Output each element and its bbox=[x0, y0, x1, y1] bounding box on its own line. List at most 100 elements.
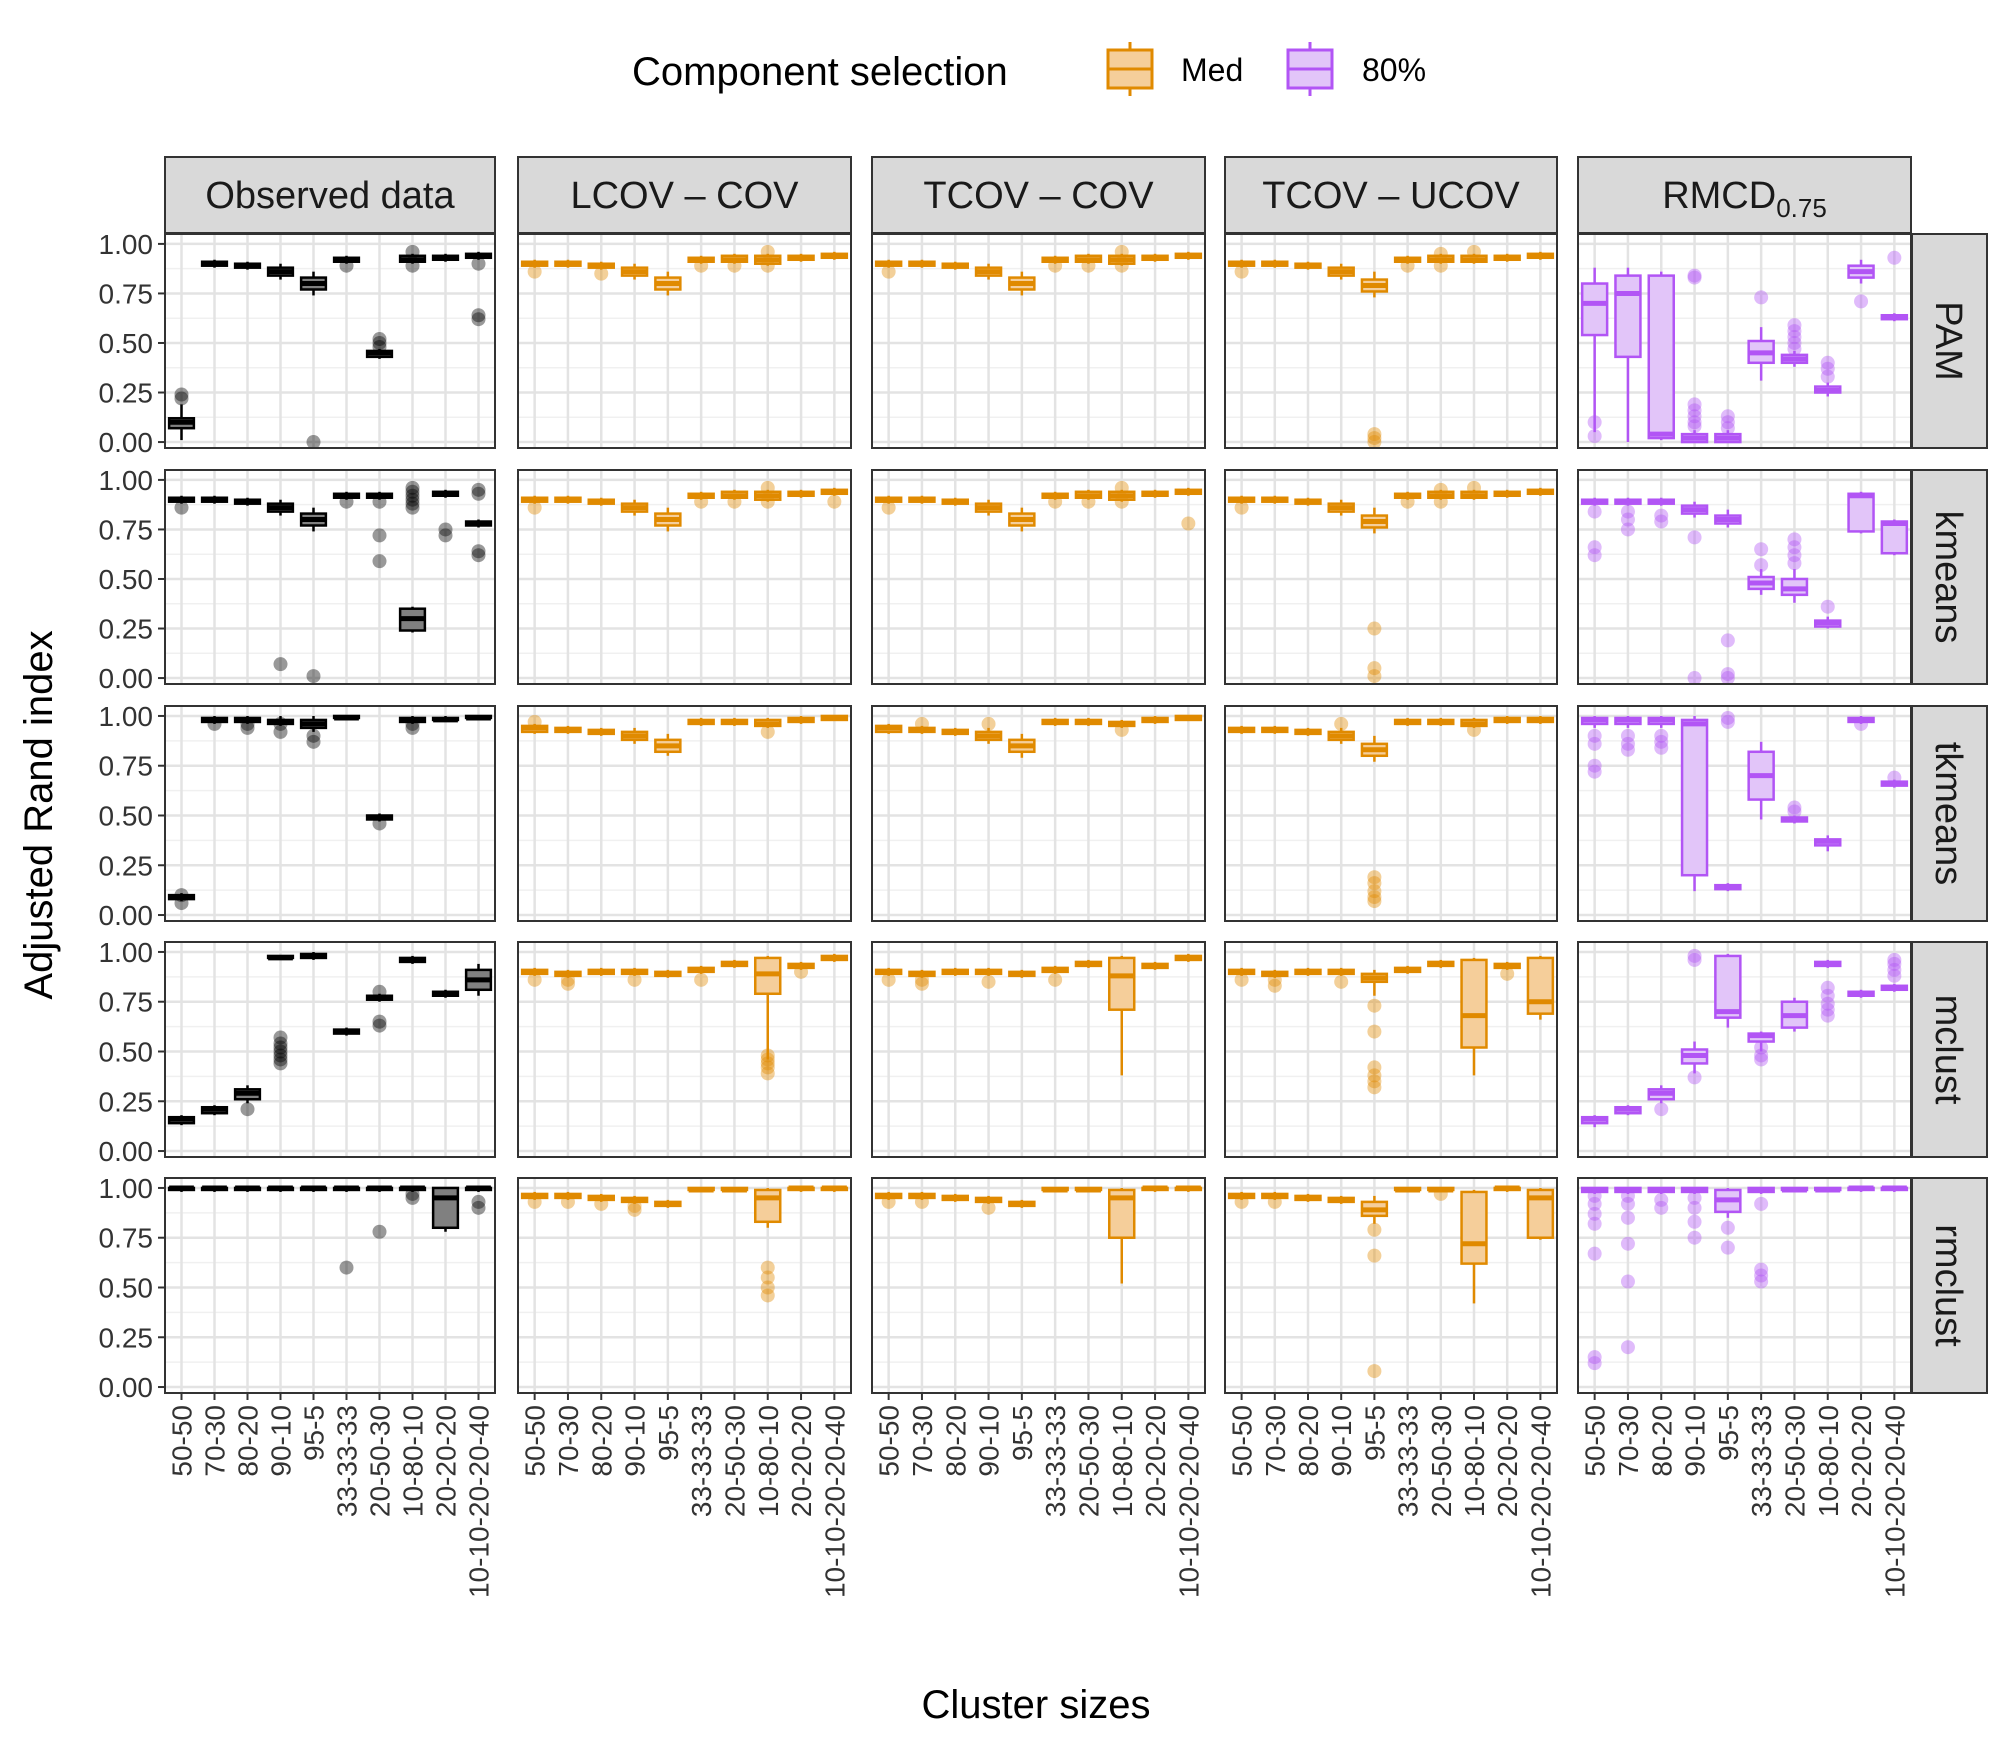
panel-border bbox=[1224, 233, 1558, 449]
box-50-50 bbox=[520, 1191, 549, 1209]
outlier-point bbox=[694, 972, 709, 987]
box-20-50-30 bbox=[720, 959, 749, 968]
outlier-point bbox=[1587, 1246, 1602, 1261]
box-70-30 bbox=[1614, 267, 1642, 443]
x-tick-label: 95-5 bbox=[299, 1405, 330, 1461]
panel-border bbox=[1224, 1177, 1558, 1394]
box-90-10 bbox=[620, 1195, 649, 1217]
outlier-point bbox=[1654, 1102, 1669, 1117]
outlier-point bbox=[1720, 667, 1735, 682]
outlier-point bbox=[372, 494, 387, 509]
box-20-20-20 bbox=[1493, 1185, 1521, 1192]
box-20-50-30 bbox=[1074, 489, 1103, 509]
panel-border bbox=[1577, 469, 1912, 685]
outlier-point bbox=[560, 976, 575, 991]
box-90-10 bbox=[620, 967, 649, 987]
box-95-5 bbox=[1360, 969, 1389, 1095]
box-70-30 bbox=[554, 725, 582, 734]
strip-row-2-label: kmeans bbox=[1927, 510, 1969, 643]
panel-background bbox=[518, 942, 851, 1157]
strip-row-4-label: mclust bbox=[1927, 995, 1969, 1105]
x-tick-label: 10-10-20-20-40 bbox=[1173, 1405, 1204, 1598]
legend-title: Component selection bbox=[632, 50, 1008, 94]
outlier-point bbox=[1720, 409, 1735, 424]
outlier-point bbox=[1367, 870, 1382, 885]
box-50-50 bbox=[1580, 1115, 1609, 1128]
box-33-33-33 bbox=[1393, 717, 1422, 726]
x-tick-label: 10-80-10 bbox=[1813, 1405, 1844, 1517]
box-20-50-30 bbox=[365, 1185, 394, 1239]
strip-row-3: tkmeans bbox=[1911, 705, 1988, 922]
outlier-point bbox=[405, 500, 420, 515]
box-95-5 bbox=[1008, 271, 1036, 296]
outlier-point bbox=[1367, 1364, 1382, 1379]
box-90-10 bbox=[620, 499, 649, 516]
outlier-point bbox=[372, 332, 387, 347]
panel-r3-c4 bbox=[1224, 705, 1558, 922]
box-20-20-20 bbox=[1141, 715, 1169, 724]
box-95-5 bbox=[1360, 271, 1389, 450]
y-tick-label: 0.00 bbox=[99, 1372, 154, 1403]
outlier-point bbox=[174, 387, 189, 402]
outlier-point bbox=[372, 554, 387, 569]
panel-r4-c1: 0.00 0.25 0.50 0.75 1.00 bbox=[99, 937, 496, 1167]
box-iqr bbox=[1526, 956, 1555, 1015]
outlier-point bbox=[1367, 1024, 1382, 1039]
outlier-point bbox=[1787, 335, 1802, 350]
outlier-point bbox=[1267, 978, 1282, 993]
outlier-point bbox=[1587, 504, 1602, 519]
box-33-33-33 bbox=[687, 1186, 715, 1193]
outlier-point bbox=[306, 728, 321, 743]
box-20-20-20 bbox=[1847, 1185, 1875, 1192]
x-tick-label: 95-5 bbox=[1007, 1405, 1038, 1461]
box-80-20 bbox=[941, 1193, 969, 1202]
box-50-50 bbox=[167, 1115, 196, 1126]
outlier-point bbox=[914, 1194, 929, 1209]
panel-border bbox=[871, 233, 1206, 449]
outlier-point bbox=[174, 391, 189, 406]
box-20-50-30 bbox=[365, 813, 394, 831]
outlier-point bbox=[1687, 1200, 1702, 1215]
outlier-point bbox=[240, 716, 255, 731]
box-80-20 bbox=[587, 261, 615, 281]
outlier-point bbox=[527, 714, 542, 729]
strip-col-4-label: TCOV – UCOV bbox=[1262, 175, 1520, 217]
box-33-33-33 bbox=[1393, 491, 1422, 509]
outlier-point bbox=[372, 816, 387, 831]
box-20-20-20 bbox=[1493, 715, 1521, 724]
x-tick-label: 50-50 bbox=[520, 1405, 551, 1477]
outlier-point bbox=[1887, 962, 1902, 977]
outlier-point bbox=[339, 1260, 354, 1275]
outlier-point bbox=[760, 494, 775, 509]
outlier-point bbox=[174, 500, 189, 515]
outlier-point bbox=[1234, 1194, 1249, 1209]
box-90-10 bbox=[1327, 967, 1355, 989]
box-iqr bbox=[1680, 718, 1709, 877]
box-10-10-20-20-40 bbox=[1880, 519, 1909, 556]
box-70-30 bbox=[908, 1191, 936, 1209]
outlier-point bbox=[1787, 341, 1802, 356]
outlier-point bbox=[1467, 480, 1481, 495]
panel-background bbox=[872, 942, 1205, 1157]
outlier-point bbox=[405, 720, 420, 735]
y-tick-label: 0.75 bbox=[99, 751, 154, 782]
outlier-point bbox=[1654, 514, 1669, 529]
panel-background bbox=[1578, 706, 1911, 921]
box-80-20 bbox=[1647, 1085, 1675, 1117]
outlier-point bbox=[1367, 1080, 1382, 1095]
box-50-50 bbox=[1227, 1191, 1256, 1209]
box-95-5 bbox=[299, 951, 328, 960]
outlier-point bbox=[1620, 728, 1635, 743]
outlier-point bbox=[560, 1194, 575, 1209]
x-tick-label: 10-10-20-20-40 bbox=[1879, 1405, 1910, 1598]
outlier-point bbox=[1367, 1068, 1382, 1083]
outlier-point bbox=[372, 1018, 387, 1033]
box-20-50-30 bbox=[1427, 482, 1455, 509]
outlier-point bbox=[1433, 258, 1448, 273]
outlier-point bbox=[1754, 1196, 1769, 1211]
panel-background bbox=[165, 706, 495, 921]
outlier-point bbox=[981, 1200, 996, 1215]
box-20-50-30 bbox=[1780, 800, 1809, 824]
box-10-10-20-20-40 bbox=[820, 487, 849, 509]
panel-r1-c5 bbox=[1577, 233, 1912, 449]
